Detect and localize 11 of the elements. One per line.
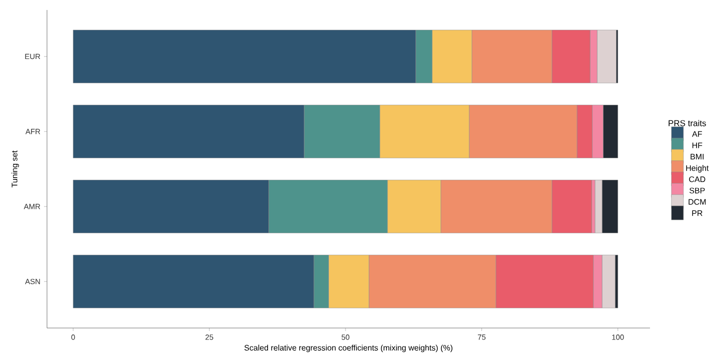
legend-label: PR [692,210,702,216]
legend-label: CAD [689,176,706,182]
legend-label: SBP [690,188,705,194]
legend-label: BMI [690,154,704,160]
legend-title: PRS traits [668,120,706,126]
legend-label: Height [686,165,709,172]
x-axis-title: Scaled relative regression coefficients (mixing weights) (%) [244,344,452,352]
legend-label: HF [692,142,702,148]
legend-label: AF [692,131,702,137]
legend-label: DCM [688,199,706,205]
y-axis-title: Tuning set [11,150,19,188]
